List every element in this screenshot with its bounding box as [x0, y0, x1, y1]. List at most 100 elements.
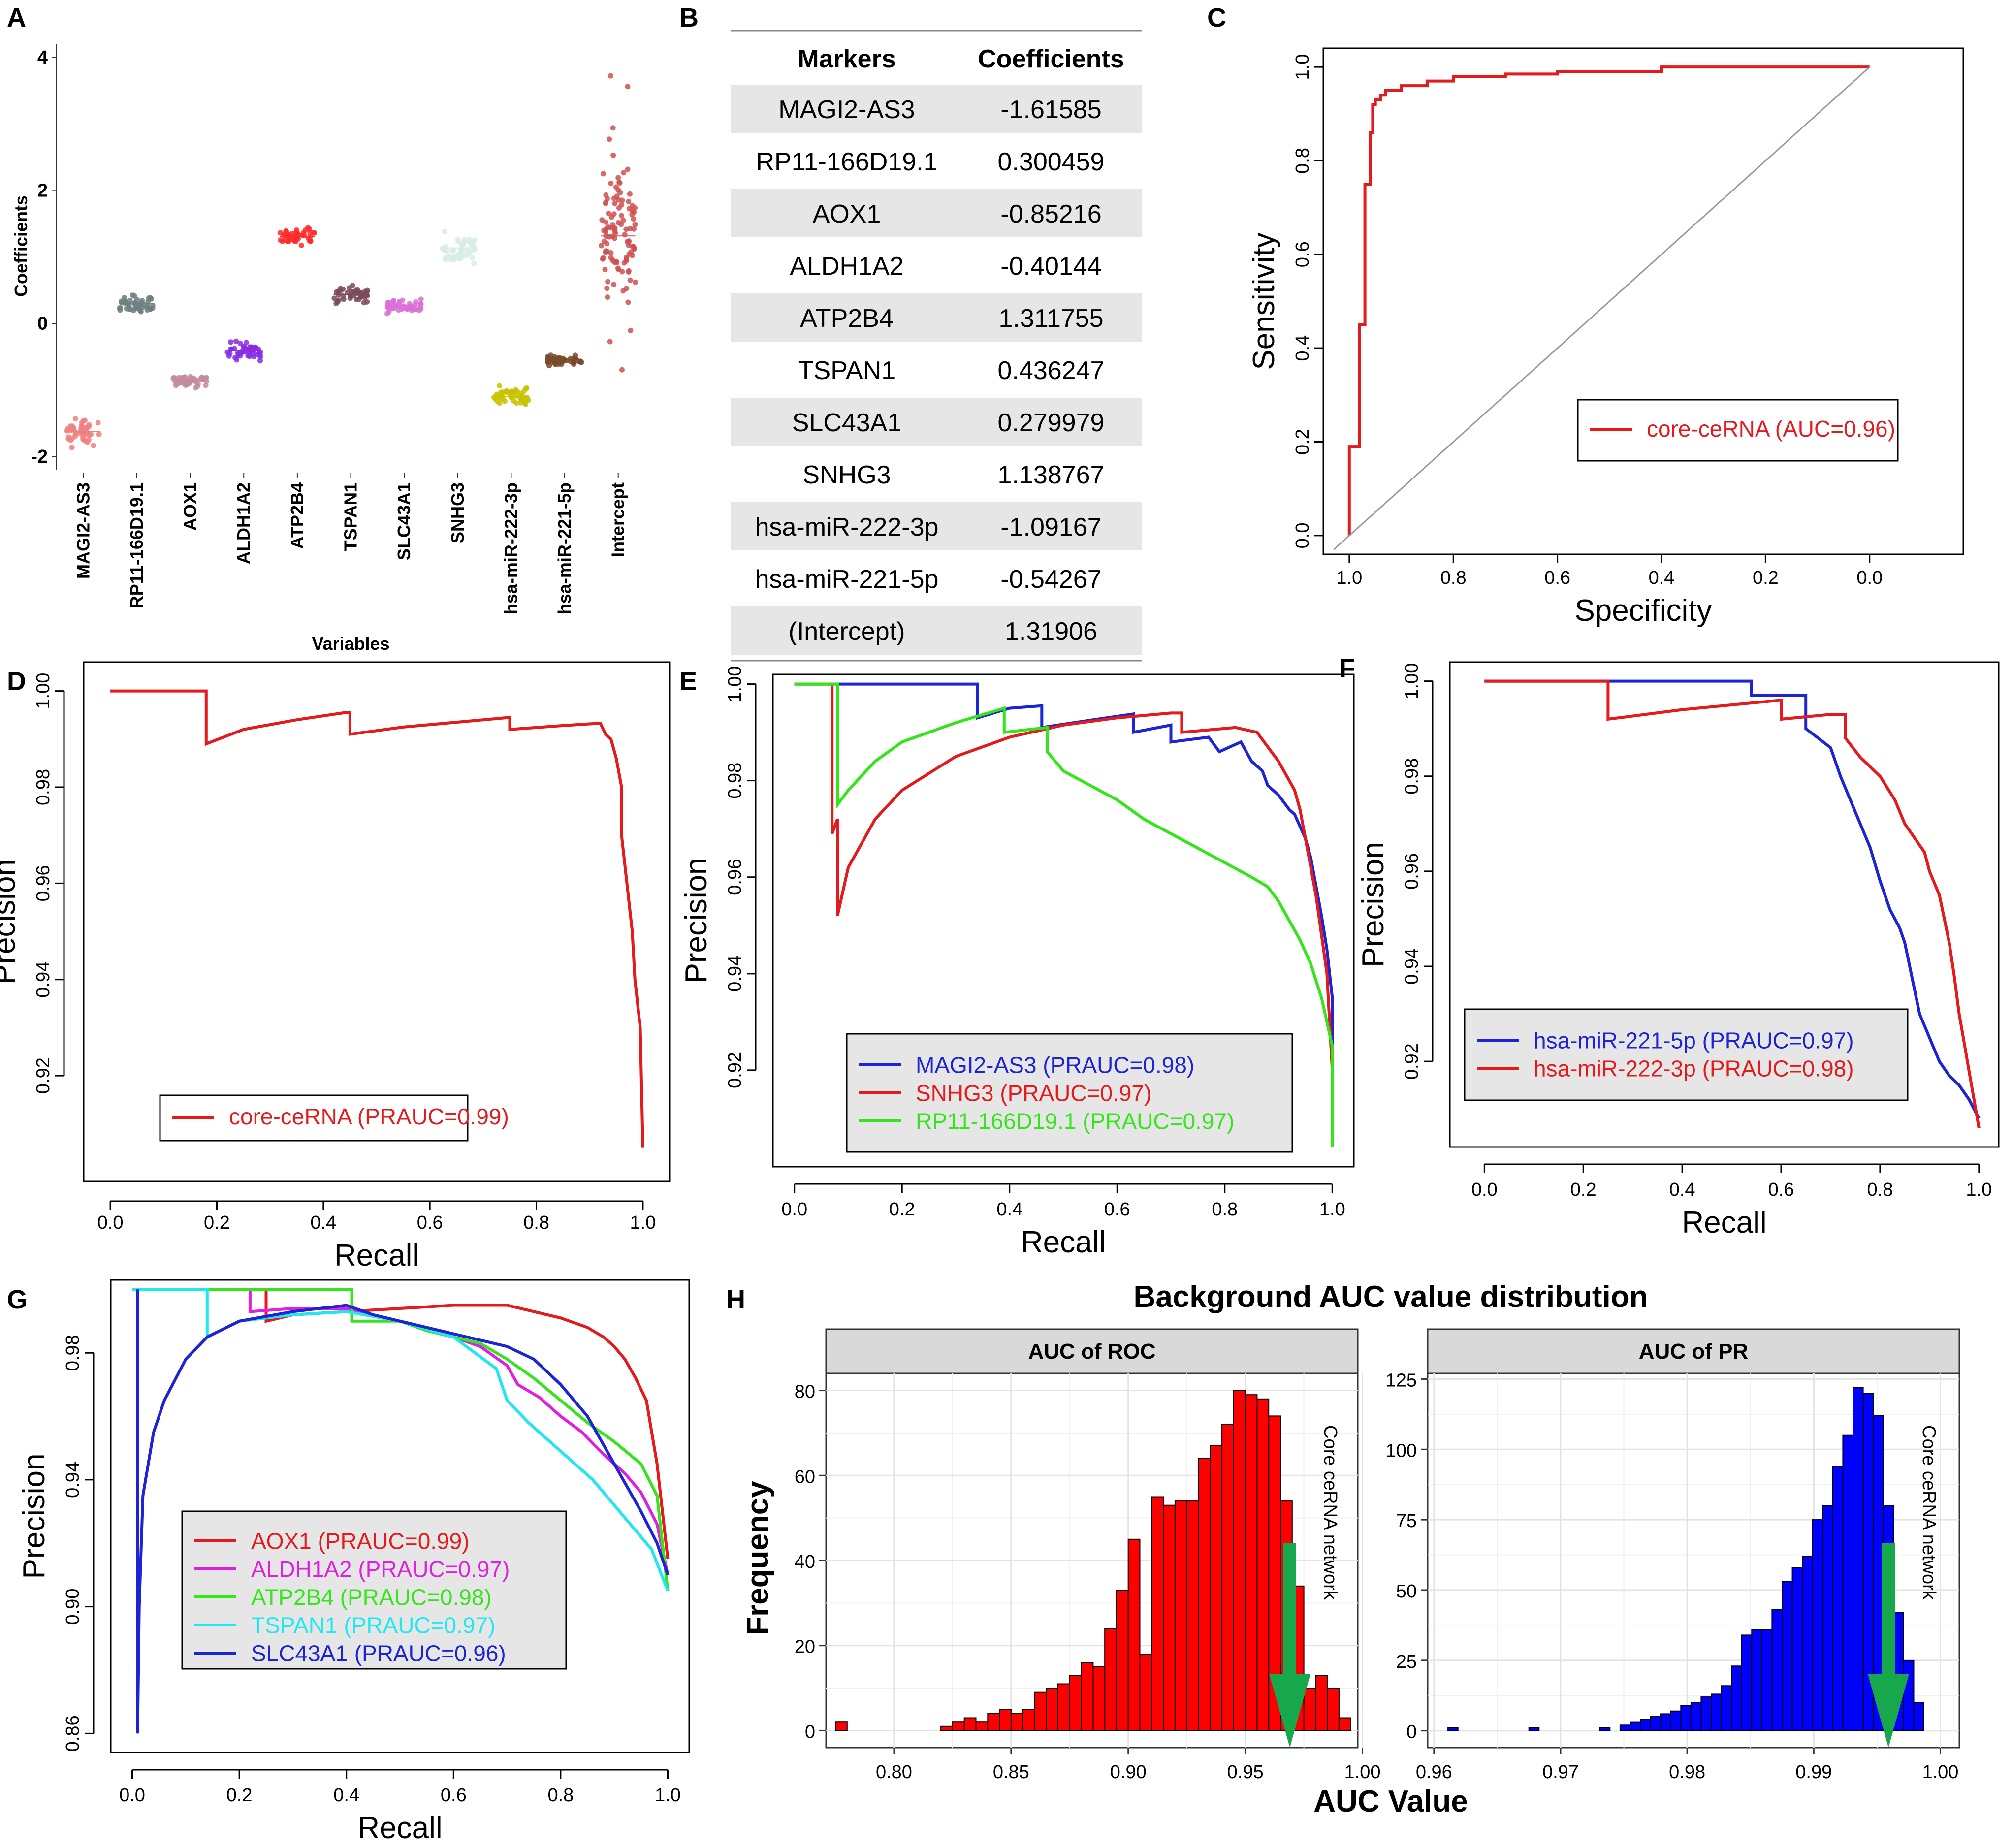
y-tick-label: 1.00 [1402, 663, 1422, 700]
x-tick-label: ATP2B4 [287, 482, 307, 549]
x-tick-label: 0.85 [993, 1762, 1029, 1783]
pr-curve-mrna-chart: 0.0 0.2 0.4 0.6 0.8 1.0 0.86 0.90 0.94 0.98 Recall… [17, 1279, 690, 1845]
histogram-bar [1163, 1504, 1176, 1731]
histogram-bar [1782, 1581, 1793, 1731]
series-line [132, 1288, 670, 1591]
scatter-point [182, 374, 188, 380]
histogram-bar [1619, 1724, 1631, 1731]
panel-label-h: H [726, 1285, 745, 1314]
scatter-point [450, 248, 456, 254]
histogram-bar [1069, 1675, 1082, 1731]
histogram-bar [1913, 1702, 1924, 1731]
panel-label-g: G [7, 1285, 28, 1314]
y-tick-label: 0 [1406, 1722, 1417, 1743]
scatter-point [350, 283, 355, 288]
histogram-bar [1447, 1727, 1459, 1731]
scatter-point [616, 179, 622, 185]
scatter-point [615, 265, 621, 271]
x-tick-label: 0.96 [1416, 1762, 1452, 1783]
table-cell: 1.31906 [1005, 617, 1097, 646]
scatter-point [353, 287, 359, 293]
scatter-point [459, 247, 465, 253]
y-tick-label: 75 [1396, 1511, 1417, 1531]
scatter-point [619, 367, 625, 373]
scatter-point [78, 425, 84, 431]
y-tick-label: 0.6 [1292, 241, 1313, 267]
histogram-bar [1660, 1713, 1671, 1731]
scatter-point [608, 255, 614, 260]
y-tick-label: 0.98 [33, 769, 54, 805]
x-tick-label: 0.4 [1669, 1179, 1695, 1200]
panel-label-a: A [7, 3, 26, 32]
scatter-point [291, 234, 297, 240]
x-tick-label: 0.8 [1212, 1199, 1238, 1220]
scatter-point [257, 358, 263, 364]
series-line [132, 1288, 670, 1575]
scatter-point [172, 375, 178, 381]
scatter-point [335, 298, 340, 304]
histogram-bar [1670, 1710, 1682, 1731]
histogram-bar [835, 1721, 848, 1731]
x-tick-label: 0.8 [547, 1785, 574, 1806]
y-tick-label: 0.96 [725, 859, 745, 895]
scatter-point [618, 222, 624, 227]
scatter-point [632, 222, 638, 227]
scatter-point [497, 400, 503, 406]
histogram-bar [940, 1725, 953, 1731]
table-row-shade [731, 85, 1142, 133]
histogram-bar [1771, 1609, 1783, 1731]
legend-label: SLC43A1 (PRAUC=0.96) [251, 1641, 506, 1666]
x-tick-label: 0.6 [1768, 1179, 1794, 1200]
histogram-bar [1186, 1500, 1199, 1731]
x-tick-label: 0.4 [996, 1199, 1022, 1220]
scatter-point [607, 73, 613, 79]
scatter-point [456, 239, 462, 245]
y-tick-label: 0.90 [63, 1589, 83, 1625]
y-tick-label: 0.86 [63, 1715, 83, 1752]
scatter-point [603, 248, 609, 254]
scatter-point [603, 226, 609, 232]
histogram-bar [1092, 1666, 1106, 1731]
table-header-cell: Markers [798, 45, 895, 73]
scatter-point [293, 227, 299, 233]
scatter-point [224, 350, 230, 355]
histogram-bar [1751, 1629, 1762, 1731]
scatter-point [237, 340, 243, 346]
legend-label: AOX1 (PRAUC=0.99) [251, 1529, 470, 1554]
pr-curve-core-chart: 0.0 0.2 0.4 0.6 0.8 1.0 0.92 0.94 0.96 0.98 1.00 Re… [0, 661, 671, 1273]
scatter-point [86, 422, 92, 428]
scatter-point [612, 200, 618, 206]
histogram-bar [1731, 1665, 1742, 1731]
histogram-bar [1690, 1702, 1702, 1731]
scatter-point [401, 303, 407, 309]
x-tick-label: 0.2 [226, 1785, 253, 1806]
x-tick-label: 0.98 [1669, 1762, 1705, 1783]
pr-curve-mirna-chart: 0.0 0.2 0.4 0.6 0.8 1.0 0.92 0.94 0.96 0.98 1.00 Re… [1356, 661, 2000, 1240]
scatter-point [616, 205, 622, 211]
scatter-point [395, 307, 401, 313]
scatter-point [623, 258, 629, 264]
x-tick-label: 0.90 [1110, 1762, 1147, 1783]
scatter-point [460, 242, 466, 248]
scatter-point [546, 363, 552, 369]
x-tick-label: hsa-miR-221-5p [554, 482, 575, 614]
x-tick-label: 0.6 [1104, 1199, 1130, 1220]
scatter-point [131, 293, 137, 299]
x-tick-label: 0.95 [1227, 1762, 1264, 1783]
scatter-point [627, 225, 633, 231]
coefficient-scatter-chart: -2 0 2 4 Coefficients MAGI2-AS3 RP11-166D19.1 A… [11, 44, 638, 654]
y-tick-label: 0.4 [1292, 335, 1313, 361]
table-cell: -1.09167 [1000, 513, 1101, 542]
scatter-point [631, 209, 637, 215]
scatter-point [612, 228, 618, 234]
scatter-point [91, 443, 96, 448]
table-row-shade [731, 398, 1142, 446]
scatter-point [190, 375, 195, 381]
scatter-point [626, 268, 632, 274]
x-axis-title: Recall [357, 1811, 442, 1845]
histogram-bar [1210, 1445, 1223, 1731]
legend-label: SNHG3 (PRAUC=0.97) [916, 1081, 1151, 1106]
table-row-shade [731, 189, 1142, 237]
scatter-point [138, 309, 144, 315]
scatter-point [626, 238, 632, 244]
